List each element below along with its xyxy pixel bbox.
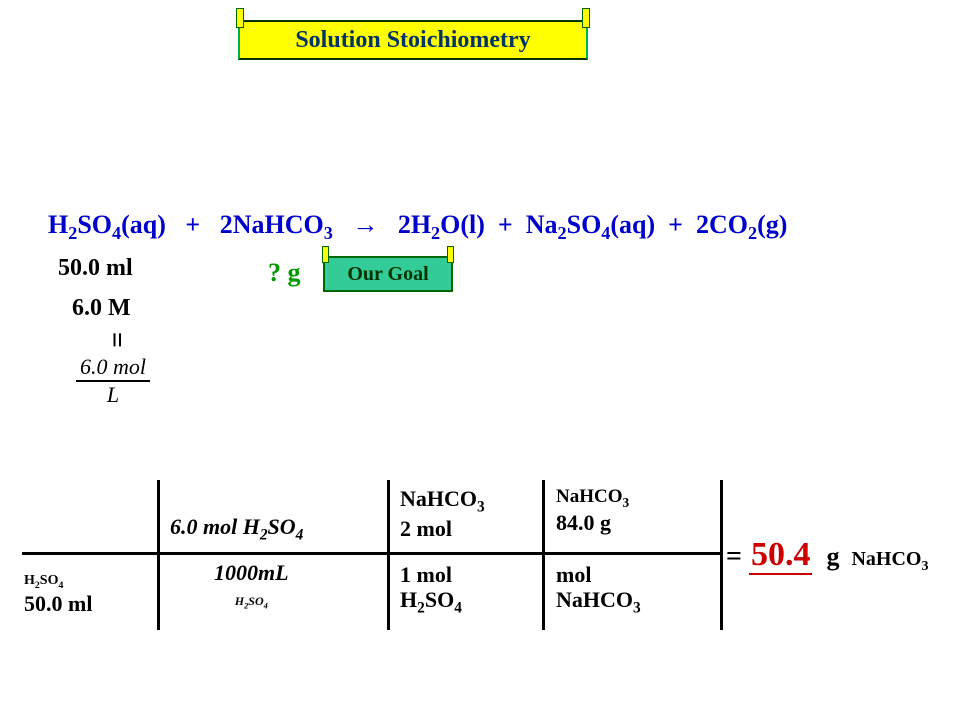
result-equals: = xyxy=(726,541,742,572)
formula-sub: 4 xyxy=(454,600,462,617)
formula-sub: 4 xyxy=(296,526,304,543)
equals-rotated: = xyxy=(100,332,132,348)
formula-sub: 4 xyxy=(264,602,268,611)
eq-part: 2H xyxy=(398,210,431,239)
formula-part: SO xyxy=(40,573,59,588)
da-cell-c1-bottom: 1000mL H2SO4 xyxy=(214,560,289,611)
formula-part: NaHCO xyxy=(400,486,477,511)
da-value: 2 mol xyxy=(400,516,452,541)
eq-state: O(l) xyxy=(440,210,485,239)
goal-label: Our Goal xyxy=(347,263,428,286)
formula-part: NaHCO xyxy=(556,486,623,507)
da-cell-c2-bottom: 1 mol H2SO4 xyxy=(400,562,462,617)
formula-sub: 2 xyxy=(260,526,268,543)
given-volume: 50.0 ml xyxy=(58,255,133,282)
eq-part: Na xyxy=(526,210,558,239)
eq-arrow: → xyxy=(352,210,378,239)
formula-part: NaHCO xyxy=(556,587,633,612)
eq-plus: + xyxy=(185,210,200,239)
da-vline xyxy=(720,480,723,630)
title-text: Solution Stoichiometry xyxy=(295,27,530,54)
result-expression: = 50.4 g NaHCO3 xyxy=(726,536,928,575)
da-value: 84.0 g xyxy=(556,510,611,535)
formula-part: H xyxy=(400,587,417,612)
formula-part: H xyxy=(235,594,244,608)
eq-plus: + xyxy=(498,210,513,239)
given-molarity: 6.0 M xyxy=(72,295,131,322)
da-cell-c1-top: 6.0 mol H2SO4 xyxy=(170,514,303,544)
chemical-equation: H2SO4(aq) + 2NaHCO3 → 2H2O(l) + Na2SO4(a… xyxy=(48,210,787,244)
eq-part: SO xyxy=(567,210,602,239)
formula-sub: 3 xyxy=(633,600,641,617)
result-value: 50.4 xyxy=(749,536,813,575)
frac-numerator: 6.0 mol xyxy=(76,354,150,382)
eq-part: 2CO xyxy=(696,210,748,239)
da-vline xyxy=(387,480,390,630)
goal-banner: Our Goal xyxy=(323,256,453,292)
da-vline xyxy=(542,480,545,630)
da-horizontal-line xyxy=(22,552,722,555)
formula-sub: 3 xyxy=(921,559,928,574)
da-vline xyxy=(157,480,160,630)
eq-part: SO xyxy=(77,210,112,239)
da-value: 6.0 mol H xyxy=(170,514,260,539)
dimensional-analysis-grid: H2SO4 50.0 ml 6.0 mol H2SO4 1000mL H2SO4… xyxy=(22,480,722,630)
da-cell-c3-bottom: mol NaHCO3 xyxy=(556,562,641,617)
eq-part: H xyxy=(48,210,68,239)
eq-sub: 2 xyxy=(431,223,440,243)
formula-sub: 3 xyxy=(623,495,630,510)
da-value: mol xyxy=(556,562,591,587)
eq-part: 2NaHCO xyxy=(220,210,324,239)
da-cell-c0-bottom: H2SO4 50.0 ml xyxy=(24,564,92,616)
frac-denominator: L xyxy=(76,382,150,408)
formula-sub: 2 xyxy=(417,600,425,617)
eq-sub: 2 xyxy=(558,223,567,243)
da-value: 50.0 ml xyxy=(24,591,92,616)
eq-state: (aq) xyxy=(610,210,655,239)
formula-part: H xyxy=(24,573,35,588)
question-grams: ? g xyxy=(268,258,301,288)
formula-part: SO xyxy=(248,594,263,608)
result-unit: g xyxy=(826,542,839,571)
da-cell-c3-top: NaHCO3 84.0 g xyxy=(556,486,629,536)
molarity-fraction: 6.0 mol L xyxy=(76,354,150,408)
formula-part: SO xyxy=(425,587,454,612)
da-cell-c2-top: NaHCO3 2 mol xyxy=(400,486,485,541)
da-value: 1000mL xyxy=(214,560,289,585)
eq-sub: 4 xyxy=(112,223,121,243)
eq-state: (aq) xyxy=(121,210,166,239)
da-value: 1 mol xyxy=(400,562,452,587)
formula-part: NaHCO xyxy=(851,548,921,570)
eq-sub: 2 xyxy=(748,223,757,243)
formula-part: SO xyxy=(268,514,296,539)
formula-sub: 3 xyxy=(477,498,485,515)
title-banner: Solution Stoichiometry xyxy=(238,20,588,60)
eq-plus: + xyxy=(668,210,683,239)
eq-sub: 2 xyxy=(68,223,77,243)
eq-sub: 3 xyxy=(324,223,333,243)
eq-state: (g) xyxy=(757,210,787,239)
formula-sub: 4 xyxy=(58,580,63,591)
